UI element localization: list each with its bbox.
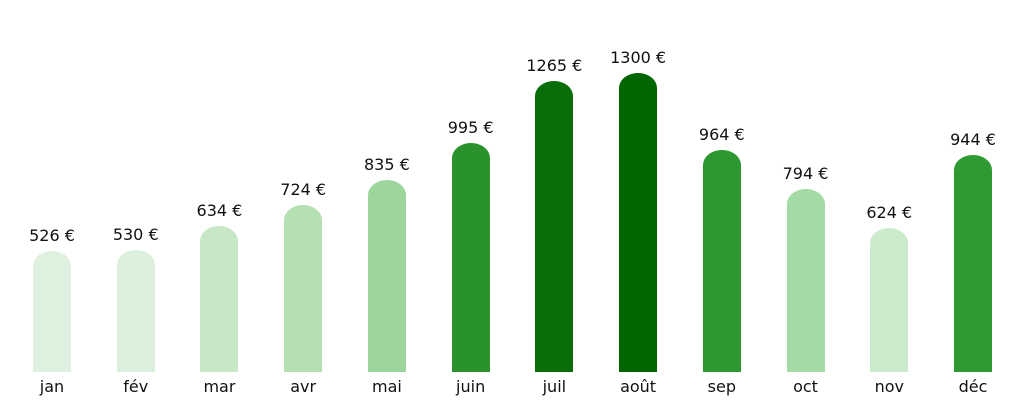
bar-value-label: 1300 € — [610, 48, 667, 67]
bar-oct — [786, 189, 825, 372]
bar-fév — [116, 250, 155, 372]
bar-month-label: nov — [874, 377, 904, 396]
bar-mai — [367, 180, 406, 372]
bar-month-label: sep — [707, 377, 736, 396]
bar-value-label: 526 € — [29, 226, 75, 245]
bar-mar — [200, 226, 239, 372]
bar-month-label: déc — [958, 377, 988, 396]
bar-août — [619, 73, 658, 372]
bar-month-label: jan — [39, 377, 65, 396]
bar-value-label: 964 € — [698, 125, 745, 144]
bar-value-label: 634 € — [196, 201, 243, 220]
bar-month-label: mar — [203, 377, 236, 396]
bar-avr — [284, 205, 323, 372]
bar-value-label: 724 € — [280, 180, 327, 199]
bar-month-label: juin — [456, 377, 486, 396]
bar-nov — [870, 228, 909, 372]
bar-value-label: 995 € — [447, 118, 494, 137]
bar-value-label: 794 € — [782, 164, 829, 183]
bar-month-label: fév — [123, 377, 149, 396]
bar-value-label: 624 € — [866, 203, 913, 222]
bar-month-label: août — [620, 377, 657, 396]
bar-value-label: 1265 € — [526, 56, 583, 75]
bar-jan — [33, 251, 71, 372]
bar-juil — [535, 81, 574, 372]
bar-déc — [953, 155, 992, 372]
bar-month-label: oct — [793, 377, 818, 396]
bar-value-label: 530 € — [112, 225, 159, 244]
bar-sep — [702, 150, 741, 372]
bar-value-label: 835 € — [364, 155, 410, 174]
bar-month-label: mai — [371, 377, 402, 396]
bar-juin — [451, 143, 490, 372]
bar-month-label: juil — [542, 377, 567, 396]
bar-value-label: 944 € — [950, 130, 996, 149]
bar-month-label: avr — [290, 377, 317, 396]
